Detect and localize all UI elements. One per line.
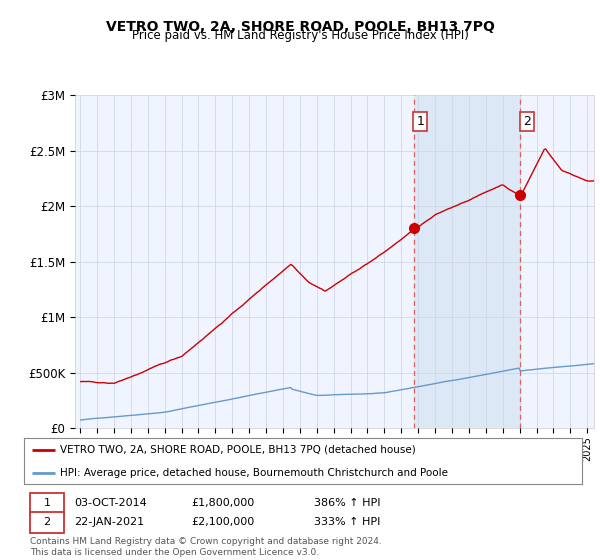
Text: HPI: Average price, detached house, Bournemouth Christchurch and Poole: HPI: Average price, detached house, Bour… — [60, 468, 448, 478]
Text: 1: 1 — [416, 115, 424, 128]
Text: 333% ↑ HPI: 333% ↑ HPI — [314, 517, 380, 527]
Text: 386% ↑ HPI: 386% ↑ HPI — [314, 498, 380, 508]
Text: VETRO TWO, 2A, SHORE ROAD, POOLE, BH13 7PQ (detached house): VETRO TWO, 2A, SHORE ROAD, POOLE, BH13 7… — [60, 445, 416, 455]
Text: £2,100,000: £2,100,000 — [191, 517, 254, 527]
Text: VETRO TWO, 2A, SHORE ROAD, POOLE, BH13 7PQ: VETRO TWO, 2A, SHORE ROAD, POOLE, BH13 7… — [106, 20, 494, 34]
Text: 22-JAN-2021: 22-JAN-2021 — [74, 517, 145, 527]
Text: Contains HM Land Registry data © Crown copyright and database right 2024.: Contains HM Land Registry data © Crown c… — [29, 537, 382, 547]
Text: 1: 1 — [43, 498, 50, 508]
Text: This data is licensed under the Open Government Licence v3.0.: This data is licensed under the Open Gov… — [29, 548, 319, 557]
Bar — [414, 95, 520, 428]
FancyBboxPatch shape — [29, 493, 64, 514]
Text: £1,800,000: £1,800,000 — [191, 498, 254, 508]
Text: 03-OCT-2014: 03-OCT-2014 — [74, 498, 147, 508]
Text: 2: 2 — [523, 115, 531, 128]
Text: 2: 2 — [43, 517, 50, 527]
Text: Price paid vs. HM Land Registry's House Price Index (HPI): Price paid vs. HM Land Registry's House … — [131, 29, 469, 42]
FancyBboxPatch shape — [29, 512, 64, 533]
